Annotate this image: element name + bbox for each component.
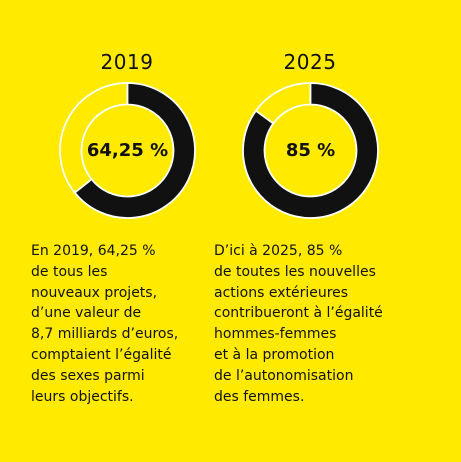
donut-remainder-2019 [59,82,129,194]
description-line: hommes-femmes [214,326,337,343]
donut-arc-2019 [73,82,196,219]
description-line: actions extérieures [214,284,349,301]
description-line: d’une valeur de [31,305,142,322]
donut-center-label-2019: 64,25 % [87,140,168,161]
description-line: de tous les [31,263,108,280]
description-line: D’ici à 2025, 85 % [214,243,343,259]
donut-center-label-2025: 85 % [286,140,335,161]
description-line: des femmes. [214,388,305,405]
description-line: de l’autonomisation [214,367,354,384]
chart-title-2019: 2019 [100,50,154,74]
description-line: 8,7 milliards d’euros, [31,326,179,343]
description-line: En 2019, 64,25 % [31,243,156,259]
description-line: contribueront à l’égalité [214,305,383,322]
description-line: de toutes les nouvelles [214,263,376,280]
description-line: nouveaux projets, [31,284,158,301]
description-line: des sexes parmi [31,367,145,384]
description-2019: En 2019, 64,25 % de tous les nouveaux pr… [31,241,227,407]
description-line: comptaient l’égalité [31,346,172,363]
donut-chart-2019: 64,25 % [59,82,196,219]
donut-arc-2025 [242,82,379,219]
chart-panel-2019: 2019 64,25 % En 2019, 64,25 % de tous le… [27,0,227,462]
description-line: leurs objectifs. [31,388,134,405]
description-line: et à la promotion [214,346,335,363]
description-2025: D’ici à 2025, 85 % de toutes les nouvell… [214,241,410,407]
chart-panel-2025: 2025 85 % D’ici à 2025, 85 % de toutes l… [210,0,410,462]
chart-title-2025: 2025 [283,50,337,74]
donut-chart-2025: 85 % [242,82,379,219]
